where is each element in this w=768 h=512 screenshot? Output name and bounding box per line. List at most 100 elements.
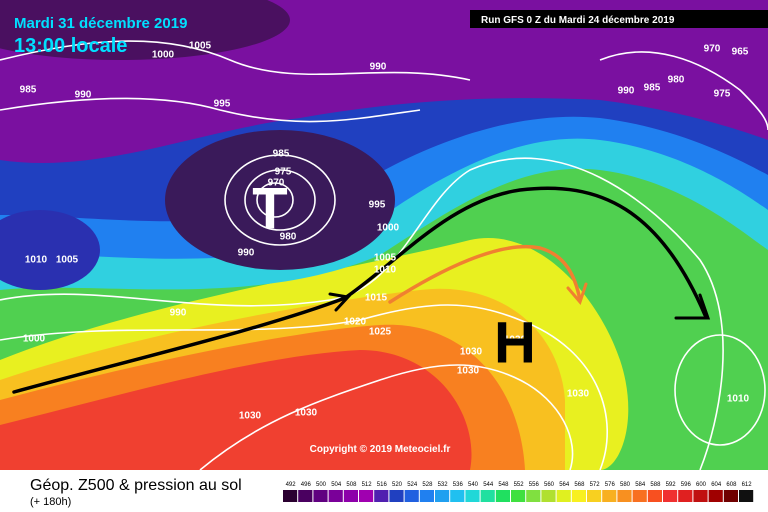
colorbar-label: 612 [742, 482, 753, 488]
colorbar-label: 608 [726, 482, 737, 488]
colorbar-swatch [435, 490, 450, 502]
colorbar: 492 496 500 504 508 512 516 520 524 528 532 536 540 5… [283, 482, 754, 502]
isobar-label: 970 [704, 44, 721, 55]
colorbar-swatch [678, 490, 693, 502]
colorbar-swatch [343, 490, 358, 502]
isobar-label: 995 [214, 99, 231, 110]
colorbar-swatch [328, 490, 343, 502]
jet-arrow [12, 296, 347, 394]
colorbar-swatch [723, 490, 738, 502]
isobar-label: 990 [75, 90, 92, 101]
isobar-label: 1005 [56, 255, 79, 266]
west-low [0, 210, 100, 290]
colorbar-swatch [359, 490, 374, 502]
isobar-label: 1030 [295, 408, 318, 419]
isobar-label: 990 [170, 308, 187, 319]
colorbar-label: 500 [316, 482, 327, 488]
isobar-label: 1000 [377, 223, 400, 234]
colorbar-swatch [693, 490, 708, 502]
isobar-label: 1025 [369, 327, 392, 338]
colorbar-label: 512 [362, 482, 373, 488]
colorbar-label: 600 [696, 482, 707, 488]
colorbar-swatch [419, 490, 434, 502]
isobar-label: 1000 [23, 334, 46, 345]
isobar-line [0, 97, 421, 123]
colorbar-label: 492 [286, 482, 297, 488]
colorbar-swatch [480, 490, 495, 502]
isobar-label: 990 [618, 86, 635, 97]
run-info: Run GFS 0 Z du Mardi 24 décembre 2019 [481, 15, 675, 26]
colorbar-label: 504 [331, 482, 342, 488]
jet-arrow [343, 186, 707, 317]
colorbar-swatch [708, 490, 723, 502]
isobar-line [244, 169, 316, 231]
colorbar-label: 572 [590, 482, 601, 488]
colorbar-swatch [632, 490, 647, 502]
colorbar-swatch [647, 490, 662, 502]
colorbar-swatch [541, 490, 556, 502]
colorbar-label: 552 [514, 482, 525, 488]
colorbar-label: 496 [301, 482, 312, 488]
copyright: Copyright © 2019 Meteociel.fr [310, 444, 451, 455]
colorbar-label: 604 [711, 482, 722, 488]
colorbar-swatch [465, 490, 480, 502]
isobar-line [0, 40, 471, 81]
colorbar-swatch [587, 490, 602, 502]
isobar-label: 1030 [567, 389, 590, 400]
isobar-label: 1030 [457, 366, 480, 377]
isobar-label: 1030 [239, 411, 262, 422]
isobar-label: 1030 [460, 347, 483, 358]
isobar-label: 975 [714, 89, 731, 100]
colorbar-label: 516 [377, 482, 388, 488]
colorbar-swatch [617, 490, 632, 502]
isobar-label: 1015 [365, 293, 388, 304]
isobar-line [224, 154, 336, 246]
warm-arrow [388, 245, 582, 304]
colorbar-label: 564 [559, 482, 570, 488]
footer-lead: (+ 180h) [30, 496, 71, 508]
isobar-label: 990 [238, 248, 255, 259]
isobar-label: 1010 [374, 265, 397, 276]
run-box [470, 10, 768, 28]
isobar-label: 985 [644, 83, 661, 94]
colorbar-label: 548 [498, 482, 509, 488]
colorbar-label: 556 [529, 482, 540, 488]
colorbar-label: 580 [620, 482, 631, 488]
isobar-label: 980 [280, 232, 297, 243]
isobar-line [256, 182, 294, 218]
colorbar-label: 528 [422, 482, 433, 488]
isobar-label: 990 [370, 62, 387, 73]
colorbar-swatch [663, 490, 678, 502]
isobars [0, 40, 768, 471]
isobar-line [0, 304, 608, 471]
colorbar-label: 584 [635, 482, 646, 488]
isobar-label: 1020 [344, 317, 367, 328]
colorbar-swatch [526, 490, 541, 502]
colorbar-label: 560 [544, 482, 555, 488]
colorbar-label: 508 [346, 482, 357, 488]
colorbar-label: 576 [605, 482, 616, 488]
isobar-line [199, 364, 574, 471]
colorbar-swatch [450, 490, 465, 502]
colorbar-swatch [374, 490, 389, 502]
colorbar-swatch [313, 490, 328, 502]
low-core [165, 130, 395, 270]
colorbar-label: 520 [392, 482, 403, 488]
background-field [0, 0, 768, 470]
colorbar-label: 544 [483, 482, 494, 488]
isobar-line [599, 51, 768, 131]
arrow-head [566, 282, 588, 305]
field-red [0, 350, 472, 470]
footer-title: Géop. Z500 & pression au sol [30, 477, 242, 494]
isobar-label: 985 [273, 149, 290, 160]
isobar-label: 965 [732, 47, 749, 58]
arrow-head [328, 292, 351, 312]
colorbar-label: 536 [453, 482, 464, 488]
colorbar-label: 596 [681, 482, 692, 488]
isobar-label: 1000 [152, 50, 175, 61]
colorbar-label: 568 [574, 482, 585, 488]
colorbar-swatch [298, 490, 313, 502]
valid-time: 13:00 locale [14, 35, 127, 57]
